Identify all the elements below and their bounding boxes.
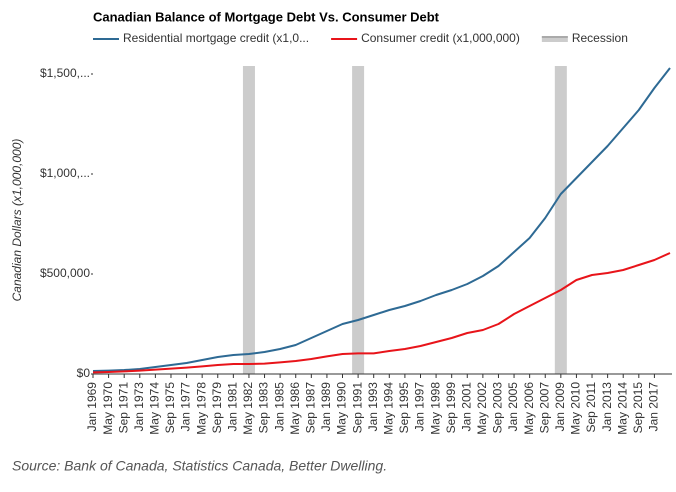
x-tick-label: May 1986 — [288, 382, 302, 435]
x-tick-label: May 1994 — [381, 382, 395, 435]
recession-bar — [352, 66, 365, 374]
legend-label: Residential mortgage credit (x1,0... — [123, 31, 309, 45]
x-tick-label: Sep 2007 — [537, 382, 551, 434]
x-tick-label: Sep 1991 — [350, 382, 364, 434]
x-tick-label: Jan 2005 — [506, 382, 520, 432]
x-tick-label: Jan 1997 — [413, 382, 427, 432]
x-tick-label: Sep 2003 — [491, 382, 505, 434]
x-tick-label: May 1970 — [101, 382, 115, 435]
x-tick-label: Jan 1989 — [319, 382, 333, 432]
legend-label: Consumer credit (x1,000,000) — [361, 31, 520, 45]
x-tick-label: May 2006 — [522, 382, 536, 435]
y-axis-label: Canadian Dollars (x1,000,000) — [10, 139, 24, 302]
x-tick-label: May 1998 — [428, 382, 442, 435]
recession-bar — [554, 66, 567, 374]
x-tick-label: Jan 1993 — [366, 382, 380, 432]
x-tick-label: Sep 1971 — [116, 382, 130, 434]
x-tick-label: May 1978 — [194, 382, 208, 435]
y-tick-label: $500,000 — [40, 266, 90, 280]
y-tick-label: $1,000,... — [40, 166, 90, 180]
x-tick-label: Sep 1983 — [257, 382, 271, 434]
series-line — [92, 67, 671, 372]
x-tick-label: May 1982 — [241, 382, 255, 435]
x-tick-label: Sep 1979 — [210, 382, 224, 434]
x-tick-label: May 2002 — [475, 382, 489, 435]
x-tick-label: May 1990 — [335, 382, 349, 435]
x-tick-label: May 2010 — [569, 382, 583, 435]
x-tick-label: Jan 2013 — [600, 382, 614, 432]
x-tick-label: May 2014 — [615, 382, 629, 435]
x-tick-label: Sep 1975 — [163, 382, 177, 434]
chart-title: Canadian Balance of Mortgage Debt Vs. Co… — [93, 9, 440, 24]
recession-bar — [242, 66, 255, 374]
x-tick-label: Sep 2011 — [584, 382, 598, 433]
y-tick-label: $1,500,... — [40, 66, 90, 80]
source-note: Source: Bank of Canada, Statistics Canad… — [12, 458, 387, 474]
x-tick-label: Sep 1995 — [397, 382, 411, 434]
x-tick-label: Jan 1973 — [132, 382, 146, 432]
x-tick-label: Sep 1987 — [303, 382, 317, 434]
x-tick-label: Jan 1985 — [272, 382, 286, 432]
x-tick-label: Jan 1977 — [179, 382, 193, 432]
x-tick-label: Sep 1999 — [444, 382, 458, 434]
x-tick-label: Jan 1969 — [85, 382, 99, 432]
x-tick-label: Sep 2015 — [631, 382, 645, 434]
x-tick-label: Jan 1981 — [226, 382, 240, 432]
y-tick-label: $0 — [77, 366, 91, 380]
legend-label: Recession — [572, 31, 628, 45]
x-tick-label: Jan 2001 — [459, 382, 473, 432]
x-tick-label: Jan 2017 — [647, 382, 661, 432]
x-tick-label: May 1974 — [148, 382, 162, 435]
series-line — [92, 252, 671, 374]
x-tick-label: Jan 2009 — [553, 382, 567, 432]
